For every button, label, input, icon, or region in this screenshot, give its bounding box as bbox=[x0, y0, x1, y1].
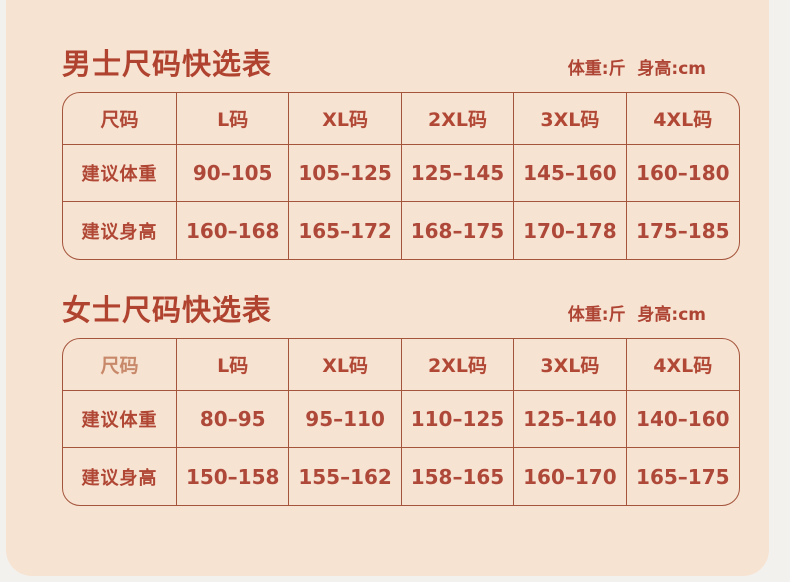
womens-height-value-xl: 155–162 bbox=[289, 448, 402, 505]
womens-units-label: 体重:斤 身高:cm bbox=[567, 305, 706, 325]
mens-header-cell-l: L码 bbox=[177, 93, 290, 145]
mens-weight-value-xl: 105–125 bbox=[289, 145, 402, 202]
womens-weight-value-3xl: 125–140 bbox=[514, 391, 627, 448]
womens-height-value-4xl: 165–175 bbox=[636, 464, 730, 489]
mens-weight-value-4xl: 160–180 bbox=[626, 145, 739, 202]
womens-section-title: 女士尺码快选表 bbox=[62, 293, 273, 327]
mens-header-cell-4xl: 4XL码 bbox=[626, 93, 739, 145]
womens-weight-value-xl: 95–110 bbox=[289, 391, 402, 448]
mens-weight-value-2xl: 125–145 bbox=[401, 145, 515, 202]
womens-header-cell-xl: XL码 bbox=[289, 339, 402, 391]
mens-height-value-3xl: 170–178 bbox=[514, 202, 627, 259]
mens-section-header: 男士尺码快选表 体重:斤 身高:cm bbox=[62, 46, 740, 82]
mens-height-value-xl: 165–172 bbox=[289, 202, 402, 259]
womens-size-table: 尺码 L码 XL码 2XL码 3XL码 4XL码 建议体重 80–95 95–1… bbox=[62, 338, 740, 506]
womens-weight-value-2xl: 110–125 bbox=[401, 391, 515, 448]
mens-height-value-l: 160–168 bbox=[177, 202, 290, 259]
mens-size-table: 尺码 L码 XL码 2XL码 3XL码 4XL码 建议体重 90–105 105… bbox=[62, 92, 740, 260]
mens-header-cell-3xl: 3XL码 bbox=[514, 93, 627, 145]
womens-header-cell-2xl: 2XL码 bbox=[401, 339, 515, 391]
womens-weight-row: 建议体重 80–95 95–110 110–125 125–140 140–16… bbox=[63, 391, 739, 448]
womens-section-header: 女士尺码快选表 体重:斤 身高:cm bbox=[62, 292, 740, 328]
womens-header-cell-l: L码 bbox=[177, 339, 290, 391]
mens-header-cell-size: 尺码 bbox=[63, 93, 177, 145]
womens-header-cell-size: 尺码 bbox=[63, 339, 177, 391]
womens-height-value-3xl: 160–170 bbox=[514, 448, 627, 505]
mens-section-title: 男士尺码快选表 bbox=[62, 47, 273, 81]
womens-height-value-l: 150–158 bbox=[177, 448, 290, 505]
mens-weight-row: 建议体重 90–105 105–125 125–145 145–160 160–… bbox=[63, 145, 739, 202]
content-panel: 男士尺码快选表 体重:斤 身高:cm 尺码 L码 XL码 2XL码 3XL码 4… bbox=[6, 0, 769, 576]
mens-weight-value-3xl: 145–160 bbox=[514, 145, 627, 202]
mens-weight-value-l: 90–105 bbox=[177, 145, 290, 202]
mens-table-header-row: 尺码 L码 XL码 2XL码 3XL码 4XL码 bbox=[63, 93, 739, 145]
mens-height-value-4xl: 175–185 bbox=[636, 218, 730, 243]
womens-header-cell-3xl: 3XL码 bbox=[514, 339, 627, 391]
womens-table-header-row: 尺码 L码 XL码 2XL码 3XL码 4XL码 bbox=[63, 339, 739, 391]
womens-weight-value-4xl: 140–160 bbox=[626, 391, 739, 448]
mens-header-cell-xl: XL码 bbox=[289, 93, 402, 145]
womens-weight-value-l: 80–95 bbox=[177, 391, 290, 448]
section-womens-sizes: 女士尺码快选表 体重:斤 身高:cm 尺码 L码 XL码 2XL码 3XL码 4… bbox=[62, 292, 740, 506]
womens-height-value-2xl: 158–165 bbox=[402, 448, 515, 505]
mens-height-row: 建议身高 160–168 165–172 168–175 170–178 175… bbox=[63, 202, 739, 259]
section-mens-sizes: 男士尺码快选表 体重:斤 身高:cm 尺码 L码 XL码 2XL码 3XL码 4… bbox=[62, 46, 740, 260]
mens-units-label: 体重:斤 身高:cm bbox=[567, 59, 706, 79]
mens-height-row-label: 建议身高 bbox=[63, 202, 177, 259]
womens-height-row: 建议身高 150–158 155–162 158–165 160–170 165… bbox=[63, 448, 739, 505]
womens-weight-row-label: 建议体重 bbox=[63, 391, 177, 448]
womens-header-cell-4xl: 4XL码 bbox=[626, 339, 739, 391]
mens-weight-row-label: 建议体重 bbox=[63, 145, 177, 202]
womens-height-row-label: 建议身高 bbox=[63, 448, 177, 505]
mens-header-cell-2xl: 2XL码 bbox=[401, 93, 515, 145]
mens-height-value-2xl: 168–175 bbox=[402, 202, 515, 259]
